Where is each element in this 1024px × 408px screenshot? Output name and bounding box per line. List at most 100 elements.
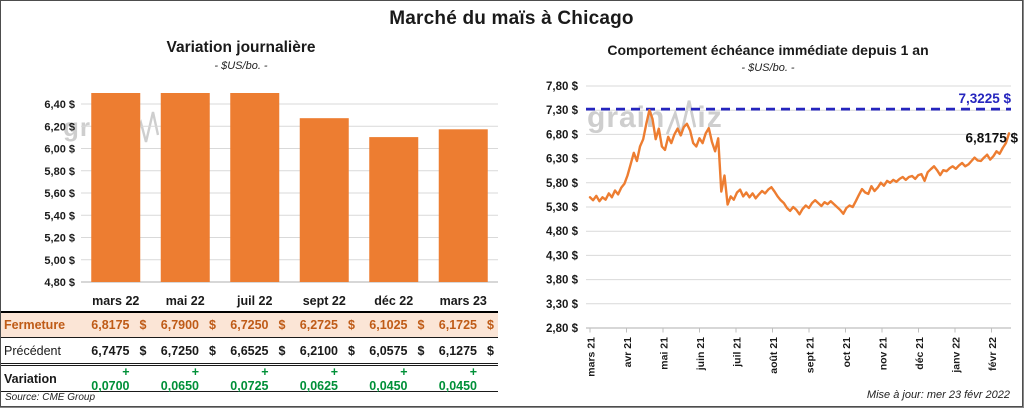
y-axis-tick-label: 6,30 $ (546, 154, 579, 166)
table-row-fermeture: Fermeture 6,8175 $6,7900 $6,7250 $6,2725 $6,1… (1, 313, 498, 338)
table-row-variation: Variation + 0,0700 + 0,0650 + 0,0725 + 0,062… (1, 364, 499, 393)
bar-mars 22 (91, 93, 141, 282)
table-header-row: mars 22 mai 22 juil 22 sept 22 déc 22 mars 23 (1, 290, 498, 313)
y-axis-tick-label: 4,30 $ (546, 250, 579, 262)
x-axis-tick-label: déc 21 (914, 337, 926, 370)
bar-chart: 6,40 $ 6,20 $ 6,00 $ 5,80 $ 5,60 $ 5,40 $ 5,20… (44, 93, 498, 289)
page-title: Marché du maïs à Chicago (389, 8, 634, 29)
value-number: 6,1725 (438, 318, 477, 332)
row-label: Précédent (4, 343, 61, 358)
bar-chart-title: Variation journalière (166, 39, 316, 56)
value-cell: 6,6525 $ (220, 344, 290, 358)
value-cell: 6,1025 $ (359, 318, 429, 332)
value-number: 6,1025 (369, 318, 408, 332)
value-unit: $ (278, 343, 286, 358)
value-cell: 6,7900 $ (151, 318, 221, 332)
x-axis-tick-label: mai 21 (659, 337, 671, 370)
value-unit: $ (278, 318, 286, 332)
value-cell: 6,7250 $ (220, 318, 290, 332)
value-unit (269, 365, 290, 393)
y-axis-tick-label: 6,80 $ (546, 129, 579, 141)
updated-note: Mise à jour: mer 23 févr 2022 (866, 389, 1010, 401)
column-header: sept 22 (302, 293, 346, 308)
value-number: 6,6525 (230, 343, 269, 358)
value-cell: 6,2725 $ (290, 318, 360, 332)
value-unit: $ (417, 343, 425, 358)
bar-chart-subtitle: - $US/bo. - (214, 60, 268, 72)
value-cell: + 0,0650 (151, 365, 221, 393)
y-axis-tick-label: 5,80 $ (546, 178, 579, 190)
value-cell: + 0,0450 (359, 365, 429, 393)
value-unit: $ (348, 343, 355, 358)
x-axis-tick-label: févr 22 (987, 337, 999, 371)
value-unit: $ (139, 343, 147, 358)
column-header: déc 22 (374, 293, 414, 308)
value-cell: + 0,0700 (81, 365, 151, 393)
value-unit (130, 365, 151, 393)
value-number: + 0,0725 (230, 364, 269, 393)
value-unit (408, 365, 429, 393)
x-axis-tick-label: juin 21 (695, 337, 707, 371)
y-axis-tick-label: 4,80 $ (44, 277, 75, 289)
value-unit (477, 365, 498, 393)
last-price-label: 6,8175 $ (965, 131, 1018, 146)
x-axis-tick-label: nov 21 (878, 337, 890, 370)
value-cell: 6,2100 $ (290, 344, 360, 358)
value-unit: $ (348, 318, 355, 332)
value-number: 6,8175 (91, 318, 130, 332)
x-axis-tick-label: avr 21 (622, 337, 634, 368)
table-row-precedent: Précédent 6,7475 $6,7250 $ 6,6525 $6,2100 $6,0… (1, 338, 498, 366)
value-number: + 0,0650 (160, 364, 199, 393)
x-axis-tick-label: janv 22 (951, 337, 963, 374)
source-note: Source: CME Group (5, 392, 96, 403)
x-axis-tick-label: août 21 (768, 337, 780, 374)
value-number: 6,7475 (91, 343, 130, 358)
reference-line-label: 7,3225 $ (958, 91, 1011, 106)
value-number: 6,7250 (230, 318, 269, 332)
value-number: 6,0575 (369, 343, 408, 358)
row-label: Variation (4, 371, 57, 386)
value-unit: $ (209, 318, 216, 332)
row-label: Fermeture (4, 318, 66, 332)
value-unit: $ (139, 318, 147, 332)
y-axis-tick-label: 2,80 $ (546, 323, 579, 335)
y-axis-tick-label: 7,80 $ (546, 81, 579, 93)
y-axis-tick-label: 6,40 $ (44, 99, 75, 111)
bar-sept 22 (299, 118, 349, 282)
value-unit (199, 365, 220, 393)
column-header: juil 22 (237, 293, 273, 308)
value-number: + 0,0450 (438, 364, 477, 393)
y-axis-tick-label: 5,00 $ (44, 255, 75, 267)
value-cell: 6,7475 $ (81, 344, 151, 358)
y-axis-tick-label: 5,30 $ (546, 202, 579, 214)
x-axis-tick-label: mars 21 (586, 337, 598, 377)
value-cell: 6,7250 $ (151, 344, 221, 358)
y-axis-tick-label: 6,20 $ (44, 121, 75, 133)
y-axis-tick-label: 5,80 $ (44, 166, 75, 178)
value-cell: + 0,0450 (429, 365, 499, 393)
value-cell: 6,1275 $ (429, 344, 499, 358)
y-axis-tick-label: 3,80 $ (546, 275, 579, 287)
value-number: 6,2100 (299, 343, 338, 358)
value-unit: $ (417, 318, 425, 332)
line-chart: 7,80 $ 7,30 $ 6,80 $ 6,30 $ 5,80 $ 5,30 $ 4,80… (546, 81, 1018, 377)
value-cell: + 0,0725 (220, 365, 290, 393)
price-table: mars 22 mai 22 juil 22 sept 22 déc 22 mars 23… (1, 290, 499, 393)
value-cell: 6,8175 $ (81, 318, 151, 332)
value-unit: $ (487, 318, 494, 332)
y-axis-tick-label: 7,30 $ (546, 105, 579, 117)
value-unit (338, 365, 359, 393)
value-number: + 0,0625 (299, 364, 338, 393)
y-axis-tick-label: 6,00 $ (44, 144, 75, 156)
y-axis-tick-label: 4,80 $ (546, 226, 579, 238)
y-axis-tick-label: 5,40 $ (44, 210, 75, 222)
column-header: mai 22 (165, 293, 205, 308)
x-axis-tick-label: sept 21 (805, 337, 817, 373)
x-axis-tick-label: oct 21 (841, 337, 853, 368)
y-axis-tick-label: 3,30 $ (546, 299, 579, 311)
line-chart-subtitle: - $US/bo. - (741, 62, 795, 74)
value-number: + 0,0450 (369, 364, 408, 393)
bar-déc 22 (369, 137, 419, 282)
